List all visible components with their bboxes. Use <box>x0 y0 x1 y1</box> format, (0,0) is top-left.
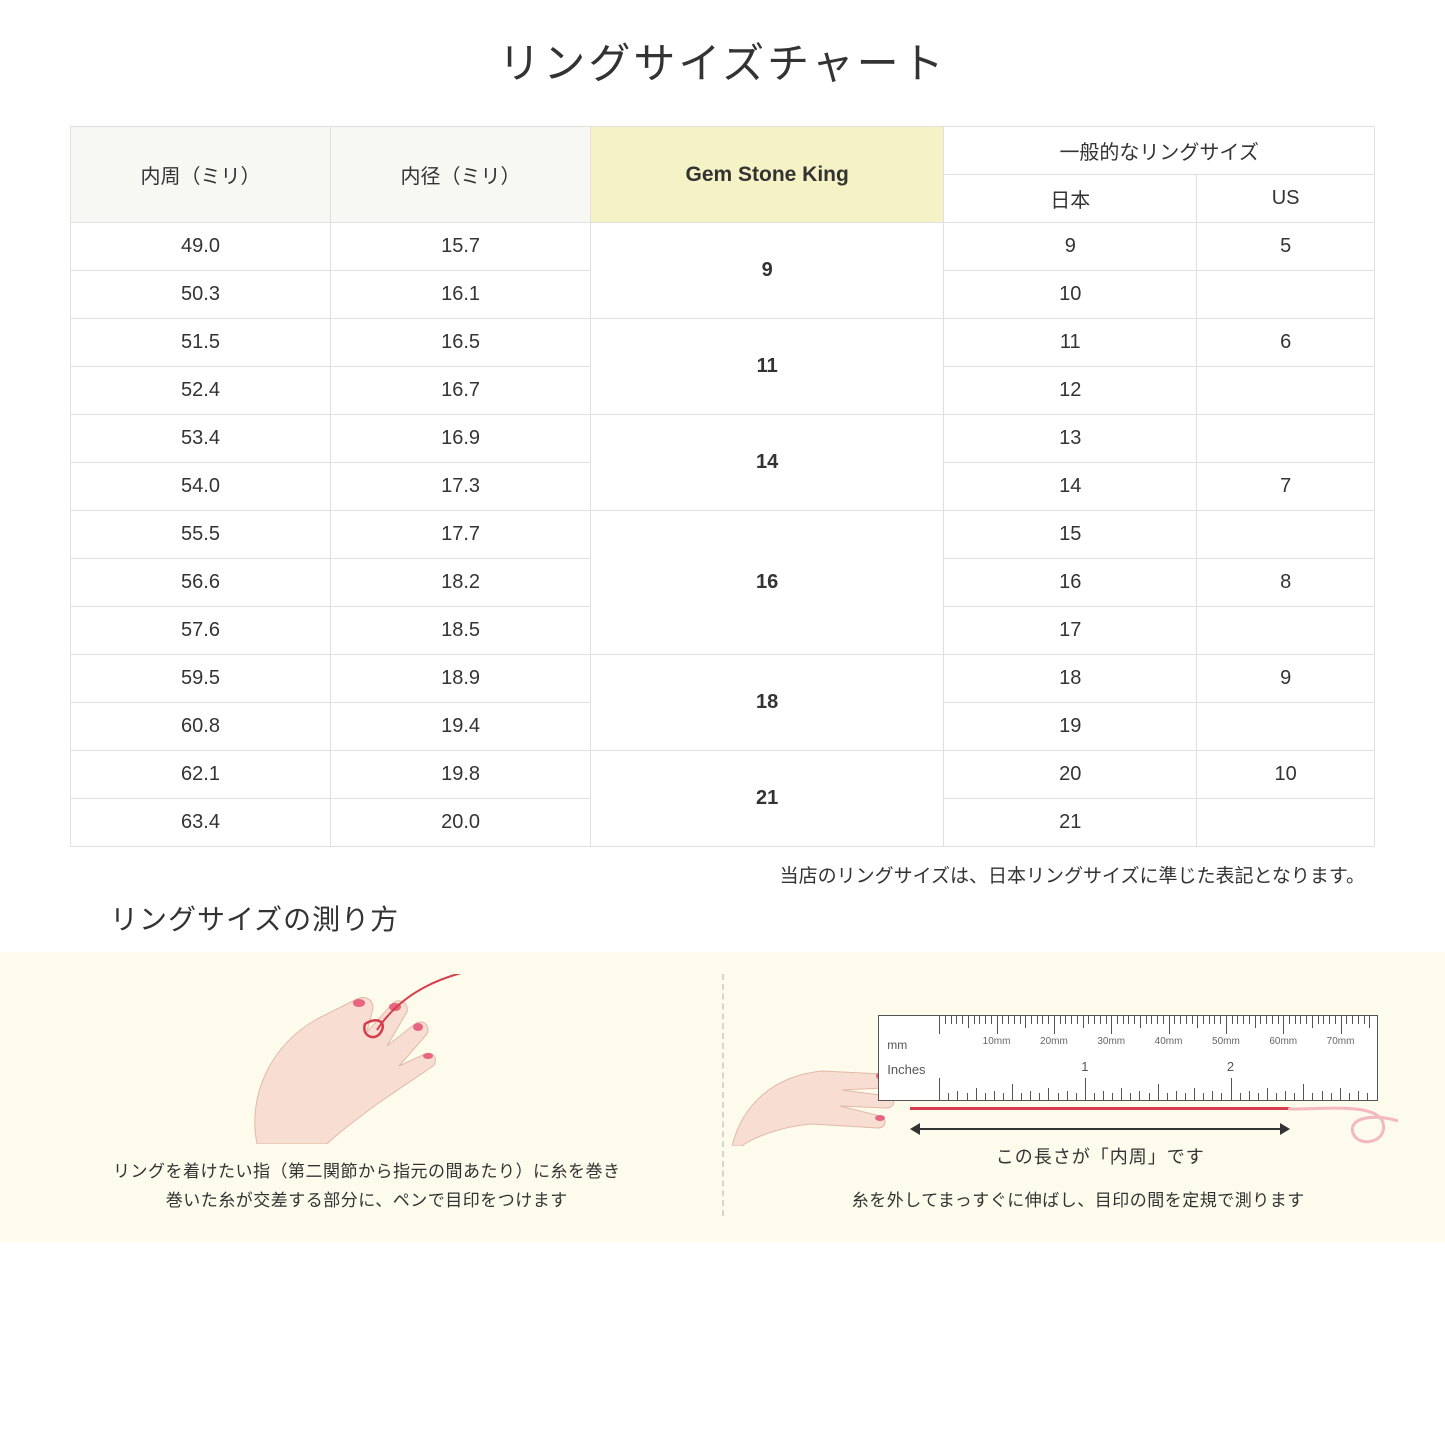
howto-step2-caption: 糸を外してまっすぐに伸ばし、目印の間を定規で測ります <box>852 1187 1305 1216</box>
cell-us: 9 <box>1197 655 1375 703</box>
cell-diameter: 20.0 <box>331 799 591 847</box>
ruler-inches-label: Inches <box>887 1062 925 1077</box>
ring-size-table: 内周（ミリ） 内径（ミリ） Gem Stone King 一般的なリングサイズ … <box>70 126 1375 847</box>
cell-us <box>1197 367 1375 415</box>
howto-panel: リングを着けたい指（第二関節から指元の間あたり）に糸を巻き巻いた糸が交差する部分… <box>0 952 1445 1242</box>
cell-circumference: 49.0 <box>71 223 331 271</box>
cell-diameter: 16.5 <box>331 319 591 367</box>
cell-us: 8 <box>1197 559 1375 607</box>
cell-us <box>1197 799 1375 847</box>
cell-circumference: 63.4 <box>71 799 331 847</box>
cell-us <box>1197 415 1375 463</box>
cell-diameter: 18.5 <box>331 607 591 655</box>
howto-step1-caption: リングを着けたい指（第二関節から指元の間あたり）に糸を巻き巻いた糸が交差する部分… <box>113 1158 621 1216</box>
cell-diameter: 18.9 <box>331 655 591 703</box>
cell-japan: 9 <box>944 223 1197 271</box>
cell-japan: 20 <box>944 751 1197 799</box>
cell-japan: 12 <box>944 367 1197 415</box>
page-title: リングサイズチャート <box>70 30 1375 91</box>
cell-diameter: 17.7 <box>331 511 591 559</box>
cell-diameter: 16.7 <box>331 367 591 415</box>
cell-circumference: 60.8 <box>71 703 331 751</box>
howto-step-2: mm Inches 10mm20mm30mm40mm50mm60mm70mm 1… <box>742 974 1416 1216</box>
cell-gem: 21 <box>591 751 944 847</box>
howto-step-1: リングを着けたい指（第二関節から指元の間あたり）に糸を巻き巻いた糸が交差する部分… <box>30 974 704 1216</box>
cell-circumference: 62.1 <box>71 751 331 799</box>
cell-diameter: 19.8 <box>331 751 591 799</box>
cell-diameter: 16.1 <box>331 271 591 319</box>
cell-gem: 11 <box>591 319 944 415</box>
cell-diameter: 18.2 <box>331 559 591 607</box>
col-japan: 日本 <box>944 175 1197 223</box>
cell-us: 5 <box>1197 223 1375 271</box>
table-row: 55.517.71615 <box>71 511 1375 559</box>
table-row: 49.015.7995 <box>71 223 1375 271</box>
cell-circumference: 59.5 <box>71 655 331 703</box>
cell-gem: 16 <box>591 511 944 655</box>
cell-us: 10 <box>1197 751 1375 799</box>
cell-japan: 10 <box>944 271 1197 319</box>
cell-circumference: 50.3 <box>71 271 331 319</box>
cell-japan: 19 <box>944 703 1197 751</box>
table-row: 59.518.918189 <box>71 655 1375 703</box>
cell-gem: 18 <box>591 655 944 751</box>
cell-us <box>1197 271 1375 319</box>
col-general: 一般的なリングサイズ <box>944 127 1375 175</box>
cell-circumference: 53.4 <box>71 415 331 463</box>
cell-japan: 13 <box>944 415 1197 463</box>
cell-us: 6 <box>1197 319 1375 367</box>
col-gem: Gem Stone King <box>591 127 944 223</box>
ruler-mm-label: mm <box>887 1038 907 1052</box>
cell-japan: 15 <box>944 511 1197 559</box>
cell-circumference: 51.5 <box>71 319 331 367</box>
cell-japan: 21 <box>944 799 1197 847</box>
cell-circumference: 52.4 <box>71 367 331 415</box>
col-circumference: 内周（ミリ） <box>71 127 331 223</box>
table-row: 62.119.8212010 <box>71 751 1375 799</box>
cell-japan: 17 <box>944 607 1197 655</box>
dimension-label: この長さが「内周」です <box>910 1143 1290 1169</box>
cell-japan: 18 <box>944 655 1197 703</box>
cell-circumference: 54.0 <box>71 463 331 511</box>
cell-us <box>1197 703 1375 751</box>
howto-divider <box>722 974 724 1216</box>
cell-us: 7 <box>1197 463 1375 511</box>
howto-title: リングサイズの測り方 <box>110 898 1375 938</box>
cell-us <box>1197 511 1375 559</box>
cell-circumference: 57.6 <box>71 607 331 655</box>
table-note: 当店のリングサイズは、日本リングサイズに準じた表記となります。 <box>70 861 1375 888</box>
cell-us <box>1197 607 1375 655</box>
cell-gem: 9 <box>591 223 944 319</box>
cell-circumference: 56.6 <box>71 559 331 607</box>
dimension-arrow <box>910 1123 1290 1143</box>
cell-gem: 14 <box>591 415 944 511</box>
cell-japan: 11 <box>944 319 1197 367</box>
hand-wrap-illustration <box>227 974 507 1144</box>
thread-line <box>910 1107 1290 1110</box>
cell-japan: 14 <box>944 463 1197 511</box>
ruler-illustration: mm Inches 10mm20mm30mm40mm50mm60mm70mm 1… <box>828 1015 1388 1175</box>
table-row: 53.416.91413 <box>71 415 1375 463</box>
col-us: US <box>1197 175 1375 223</box>
cell-diameter: 17.3 <box>331 463 591 511</box>
cell-japan: 16 <box>944 559 1197 607</box>
cell-diameter: 15.7 <box>331 223 591 271</box>
table-row: 51.516.511116 <box>71 319 1375 367</box>
col-diameter: 内径（ミリ） <box>331 127 591 223</box>
cell-diameter: 19.4 <box>331 703 591 751</box>
thread-curl <box>1288 1093 1398 1153</box>
cell-circumference: 55.5 <box>71 511 331 559</box>
cell-diameter: 16.9 <box>331 415 591 463</box>
